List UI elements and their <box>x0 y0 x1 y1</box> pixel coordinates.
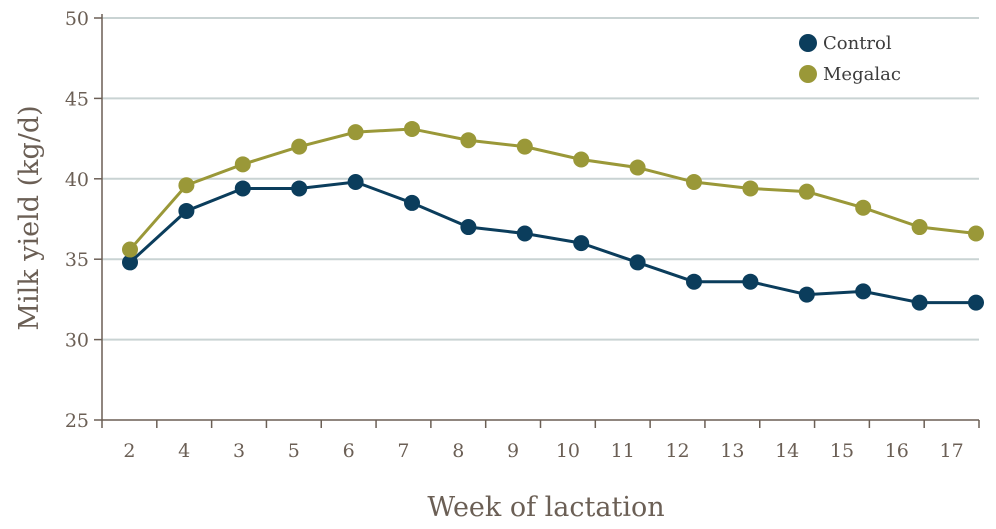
series-line <box>128 180 976 305</box>
data-point <box>573 151 590 168</box>
data-point <box>347 124 364 141</box>
y-tick-label: 30 <box>65 330 89 352</box>
x-tick-label: 14 <box>775 440 799 462</box>
y-tick-label: 50 <box>65 8 89 30</box>
x-tick-label: 13 <box>720 440 744 462</box>
legend-marker <box>799 34 817 52</box>
y-tick-label: 25 <box>65 410 89 432</box>
axes <box>94 14 980 428</box>
data-point <box>686 174 702 191</box>
data-point <box>178 202 195 219</box>
data-point <box>347 174 364 191</box>
data-point <box>404 194 420 211</box>
x-tick-label: 17 <box>940 440 964 462</box>
data-point <box>968 294 984 311</box>
data-point <box>234 156 251 173</box>
legend-label: Megalac <box>823 64 901 85</box>
series-megalac <box>122 120 984 258</box>
data-point <box>516 138 533 155</box>
y-tick-label: 45 <box>65 88 89 110</box>
x-tick-label: 6 <box>343 440 355 462</box>
grid-lines <box>102 17 979 341</box>
data-point <box>122 241 138 258</box>
x-tick-label: 11 <box>611 440 635 462</box>
data-point <box>516 225 533 242</box>
data-point <box>742 180 759 197</box>
data-point <box>573 235 590 252</box>
x-tick-label: 4 <box>178 440 190 462</box>
x-tick-label: 8 <box>452 440 464 462</box>
data-point <box>798 286 815 303</box>
data-point <box>968 225 984 242</box>
data-point <box>234 180 251 197</box>
data-point <box>460 132 477 149</box>
series-line <box>128 127 977 251</box>
y-tick-label: 40 <box>65 169 89 191</box>
x-tick-label: 16 <box>885 440 909 462</box>
legend-marker <box>799 65 817 83</box>
data-point <box>798 183 815 200</box>
data-point <box>911 294 928 311</box>
x-tick-label: 7 <box>397 440 409 462</box>
legend-label: Control <box>823 33 892 54</box>
x-tick-label: 15 <box>830 440 854 462</box>
data-point <box>629 159 646 176</box>
legend: Control Megalac <box>799 33 901 85</box>
data-point <box>629 254 646 271</box>
x-tick-label: 9 <box>507 440 519 462</box>
data-point <box>686 273 702 290</box>
data-point <box>291 180 308 197</box>
x-tick-label: 12 <box>665 440 689 462</box>
series-group <box>122 120 984 311</box>
x-axis-title: Week of lactation <box>427 492 664 523</box>
data-point <box>911 219 928 236</box>
x-tick-label: 3 <box>233 440 245 462</box>
x-tick-label: 2 <box>123 440 135 462</box>
data-point <box>742 273 759 290</box>
data-point <box>855 283 872 300</box>
x-tick-label: 5 <box>288 440 300 462</box>
x-tick-label: 10 <box>556 440 580 462</box>
y-axis-title: Milk yield (kg/d) <box>14 105 45 330</box>
data-point <box>122 254 138 271</box>
y-tick-label: 35 <box>65 249 89 271</box>
data-point <box>291 138 308 155</box>
series-control <box>122 174 984 311</box>
data-point <box>460 219 477 236</box>
data-point <box>178 177 195 194</box>
data-point <box>855 199 872 216</box>
data-point <box>404 120 420 137</box>
